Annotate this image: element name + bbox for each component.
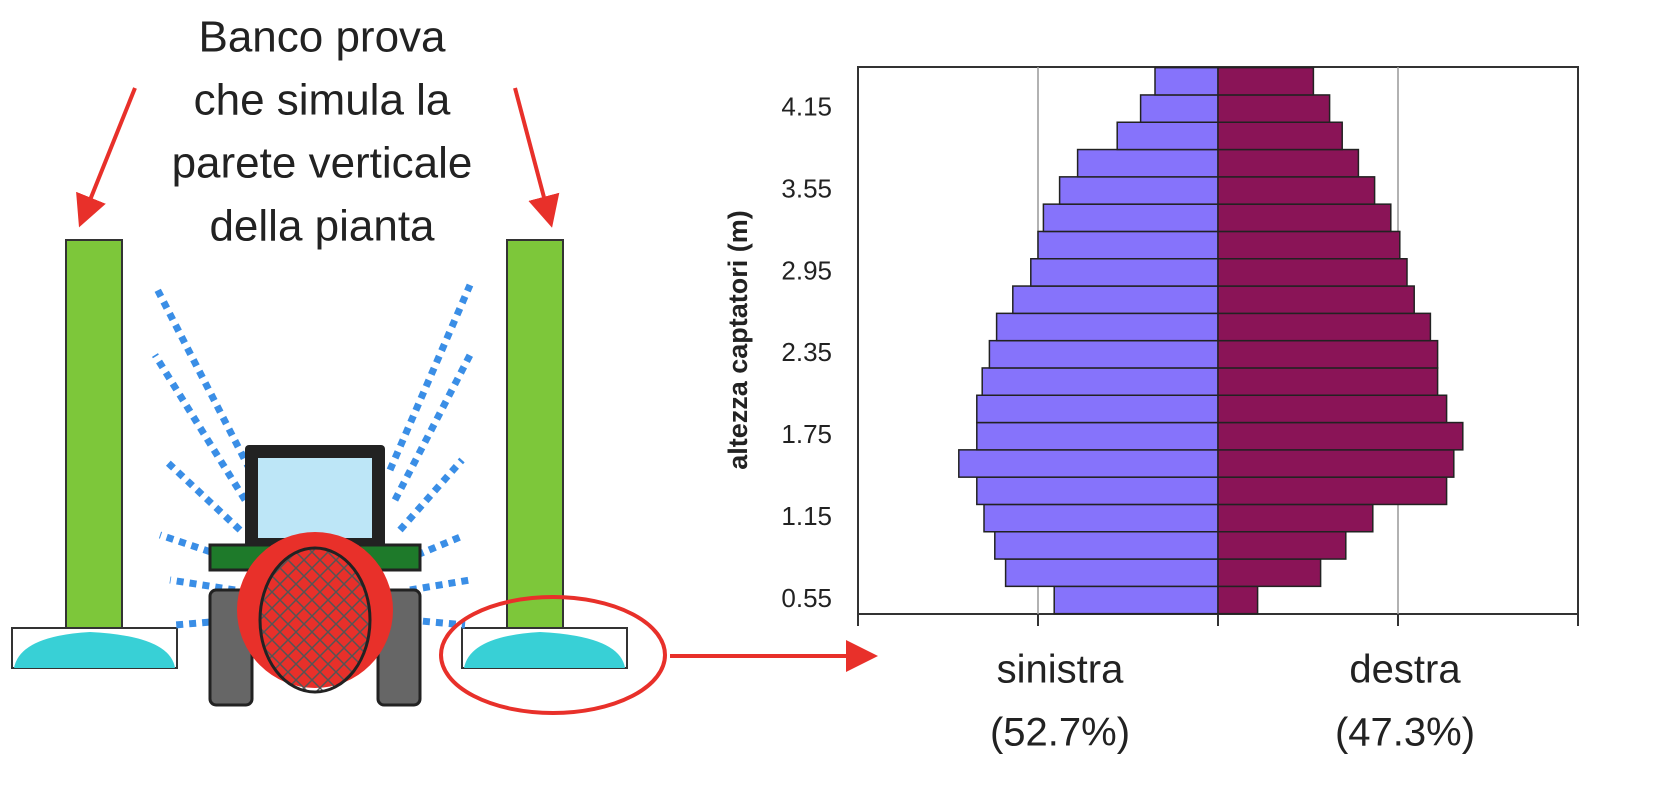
bar <box>1217 176 1376 205</box>
y-tick-label: 4.15 <box>781 91 832 121</box>
bar <box>1217 285 1415 315</box>
bar <box>1037 230 1219 260</box>
bar <box>958 449 1219 478</box>
y-tick-label: 1.75 <box>781 419 832 449</box>
legend-share: (47.3%) <box>1335 711 1475 755</box>
bar <box>1217 503 1374 533</box>
caption: parete verticale <box>172 139 473 188</box>
bar <box>1217 94 1331 123</box>
y-axis-label: altezza captatori (m) <box>723 210 753 470</box>
bar <box>981 367 1219 397</box>
fan <box>258 546 372 694</box>
y-tick-label: 3.55 <box>781 173 832 203</box>
bar <box>1217 258 1408 287</box>
y-tick-label: 2.35 <box>781 337 832 367</box>
caption: Banco prova <box>198 13 446 62</box>
y-tick-label: 0.55 <box>781 583 832 613</box>
legend-label: sinistra <box>997 648 1124 692</box>
bar <box>1012 285 1219 315</box>
arrow <box>513 87 560 228</box>
bar <box>1217 339 1439 369</box>
arrow <box>76 87 137 228</box>
spray <box>151 283 474 629</box>
bar <box>1004 558 1219 588</box>
bar <box>1116 121 1219 151</box>
bar <box>1217 148 1360 178</box>
bar <box>1217 585 1259 615</box>
bar <box>1217 421 1464 451</box>
y-tick-label: 2.95 <box>781 255 832 285</box>
pillar <box>65 239 123 631</box>
deposit <box>14 632 175 668</box>
bar <box>1154 66 1219 96</box>
bar <box>1217 531 1347 560</box>
bar <box>976 394 1219 424</box>
legend-share: (52.7%) <box>990 711 1130 755</box>
bar <box>1217 230 1401 260</box>
y-tick-label: 1.15 <box>781 501 832 531</box>
bar <box>1217 203 1392 233</box>
pillar <box>506 239 564 631</box>
bar <box>1217 121 1343 151</box>
deposit <box>464 632 625 668</box>
bar <box>976 421 1219 451</box>
legend-label: destra <box>1349 648 1461 692</box>
diagram: Banco prova che simula la parete vertica… <box>11 13 878 715</box>
bar <box>983 503 1219 533</box>
bar <box>1217 66 1315 96</box>
bar <box>1058 176 1219 205</box>
bar <box>1217 394 1448 424</box>
bar <box>1217 367 1439 397</box>
bar <box>988 339 1219 369</box>
bar <box>1217 558 1322 588</box>
bar <box>1139 94 1219 123</box>
bar <box>1217 476 1448 506</box>
bar <box>1042 203 1219 233</box>
caption: che simula la <box>194 76 451 125</box>
bar <box>1076 148 1219 178</box>
bar <box>1030 258 1219 287</box>
caption: della pianta <box>209 202 435 251</box>
bar <box>994 531 1219 560</box>
bar <box>976 476 1219 506</box>
highlight <box>439 595 667 715</box>
bar <box>1217 312 1432 342</box>
window <box>258 458 372 538</box>
bar <box>1053 585 1219 615</box>
bar <box>1217 449 1455 478</box>
bar <box>995 312 1219 342</box>
